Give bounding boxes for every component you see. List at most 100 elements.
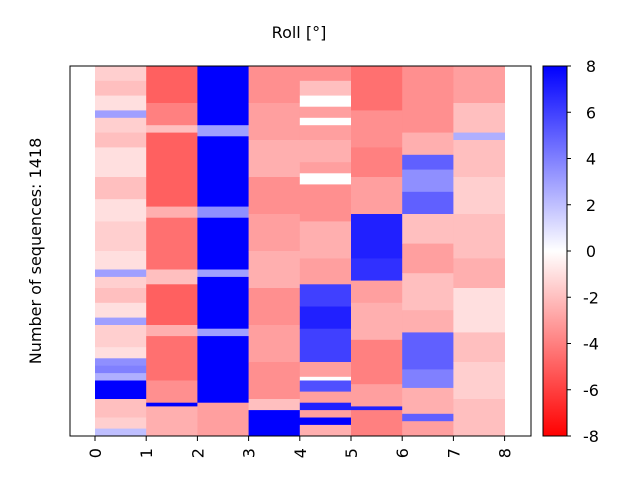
heat-cell-col0-band0 <box>95 66 147 82</box>
x-tick-labels: 0 1 2 3 4 5 6 7 8 <box>86 436 515 458</box>
heat-cell-col1-band10 <box>146 380 198 404</box>
heat-cell-col0-band24 <box>95 428 147 437</box>
heat-cell-col4-band15 <box>299 362 352 378</box>
heat-cell-col3-band1 <box>248 103 301 141</box>
x-tick-label-4: 4 <box>291 448 310 458</box>
heat-cell-col1-band1 <box>146 103 198 126</box>
colorbar-ticks: 8 6 4 2 0 -2 -4 -6 -8 <box>567 57 599 446</box>
heat-cell-col7-band5 <box>453 214 505 259</box>
heat-cell-col4-band8 <box>299 173 352 185</box>
heat-cell-col3-band2 <box>248 140 301 178</box>
heat-cell-col6-band0 <box>402 66 454 133</box>
heat-cell-col7-band1 <box>453 103 505 133</box>
heat-cell-col2-band7 <box>197 328 249 337</box>
heat-cell-col1-band11 <box>146 402 198 407</box>
heat-cell-col0-band7 <box>95 177 147 200</box>
heat-cell-col3-band4 <box>248 214 301 252</box>
heat-cell-col4-band13 <box>299 306 352 330</box>
heat-cell-col5-band1 <box>351 110 403 148</box>
heat-cell-col2-band3 <box>197 206 249 219</box>
heat-cell-col5-band8 <box>351 339 403 385</box>
heat-cell-col2-band2 <box>197 136 249 207</box>
colorbar-tick-label-1: 6 <box>586 103 596 122</box>
heat-cell-col0-band12 <box>95 276 147 289</box>
heat-cell-col4-band9 <box>299 184 352 222</box>
heat-cell-col1-band9 <box>146 336 198 381</box>
heat-cell-col0-band11 <box>95 269 147 278</box>
heat-cell-col0-band3 <box>95 110 147 119</box>
heat-cell-col6-band2 <box>402 154 454 170</box>
heat-cell-col4-band12 <box>299 284 352 307</box>
heat-cell-col0-band16 <box>95 325 147 348</box>
heat-cell-col6-band12 <box>402 413 454 422</box>
heat-cell-col5-band11 <box>351 410 403 437</box>
heat-cell-col4-band6 <box>299 140 352 163</box>
colorbar-tick-label-8: -8 <box>583 427 599 446</box>
chart-title: Roll [°] <box>272 23 327 42</box>
heat-cell-col2-band1 <box>197 125 249 137</box>
heat-cell-col6-band13 <box>402 421 454 437</box>
x-tick-label-3: 3 <box>240 448 259 458</box>
heat-cell-col1-band4 <box>146 206 198 219</box>
heat-cell-col0-band6 <box>95 147 147 178</box>
heat-cell-col5-band2 <box>351 147 403 178</box>
heatmap-cells <box>95 66 505 437</box>
heat-cell-col1-band6 <box>146 269 198 285</box>
heat-cell-col0-band14 <box>95 302 147 318</box>
heat-cell-col7-band2 <box>453 132 505 141</box>
heat-cell-col3-band9 <box>248 399 301 411</box>
heat-cell-col3-band7 <box>248 325 301 363</box>
heat-cell-col4-band10 <box>299 221 352 259</box>
heat-cell-col0-band4 <box>95 117 147 133</box>
heat-cell-col5-band4 <box>351 214 403 259</box>
colorbar-tick-label-4: 0 <box>586 242 596 261</box>
heat-cell-col6-band10 <box>402 369 454 389</box>
heat-cell-col0-band13 <box>95 288 147 304</box>
heat-cell-col6-band3 <box>402 169 454 193</box>
x-tick-label-2: 2 <box>188 448 207 458</box>
x-tick-label-0: 0 <box>86 448 105 458</box>
heat-cell-col7-band9 <box>453 362 505 400</box>
heat-cell-col5-band7 <box>351 302 403 341</box>
heat-cell-col5-band5 <box>351 258 403 281</box>
x-tick-label-6: 6 <box>393 448 412 458</box>
heat-cell-col7-band3 <box>453 140 505 178</box>
heat-cell-col6-band1 <box>402 132 454 156</box>
heat-cell-col0-band23 <box>95 417 147 429</box>
heat-cell-col4-band19 <box>299 402 352 411</box>
x-tick-label-5: 5 <box>342 448 361 458</box>
heat-cell-col4-band4 <box>299 117 352 126</box>
heat-cell-col0-band17 <box>95 347 147 359</box>
heat-cell-col6-band8 <box>402 310 454 333</box>
heat-cell-col2-band4 <box>197 217 249 270</box>
heat-cell-col1-band0 <box>146 66 198 104</box>
heat-cell-col3-band6 <box>248 288 301 326</box>
heat-cell-col1-band12 <box>146 406 198 437</box>
heat-cell-col0-band1 <box>95 80 147 96</box>
heat-cell-col0-band22 <box>95 399 147 418</box>
colorbar <box>542 65 568 437</box>
heat-cell-col4-band16 <box>299 376 352 381</box>
heat-cell-col1-band7 <box>146 284 198 326</box>
heat-cell-col7-band0 <box>453 66 505 104</box>
y-axis-label: Number of sequences: 1418 <box>26 138 45 365</box>
colorbar-tick-label-0: 8 <box>586 57 596 76</box>
heat-cell-col3-band3 <box>248 177 301 215</box>
heat-cell-col6-band5 <box>402 214 454 244</box>
heat-cell-col7-band10 <box>453 399 505 437</box>
heat-cell-col0-band10 <box>95 251 147 270</box>
heat-cell-col4-band20 <box>299 410 352 418</box>
heat-cell-col5-band3 <box>351 177 403 215</box>
heat-cell-col6-band9 <box>402 332 454 370</box>
heat-cell-col4-band0 <box>299 66 352 82</box>
heat-cell-col6-band11 <box>402 387 454 415</box>
heat-cell-col6-band4 <box>402 191 454 215</box>
heat-cell-col5-band10 <box>351 406 403 411</box>
colorbar-tick-label-6: -4 <box>583 335 599 354</box>
heat-cell-col2-band0 <box>197 66 249 126</box>
heat-cell-col0-band2 <box>95 95 147 111</box>
x-tick-label-7: 7 <box>444 448 463 458</box>
heat-cell-col5-band6 <box>351 280 403 304</box>
heat-cell-col2-band6 <box>197 276 249 330</box>
